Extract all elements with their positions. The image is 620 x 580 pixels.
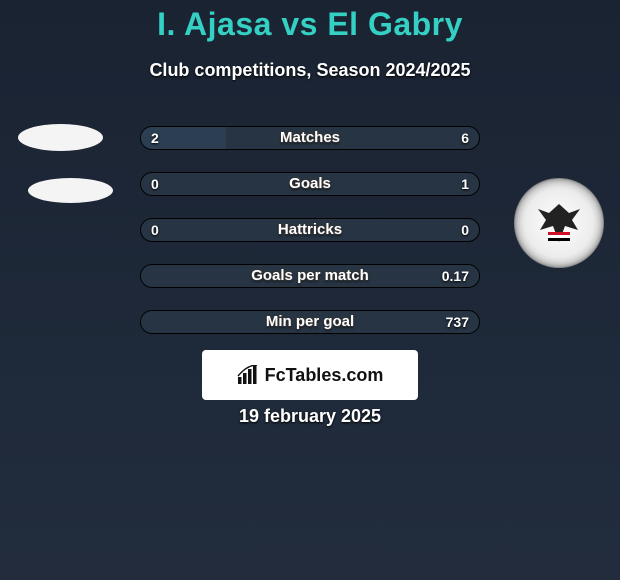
stat-value-player2: 0.17 <box>442 265 469 287</box>
stat-label: Hattricks <box>141 219 479 241</box>
stat-row-matches: Matches2 6 <box>140 126 480 150</box>
eagle-crest-icon <box>534 198 584 248</box>
date-stamp: 19 february 2025 <box>0 406 620 427</box>
stat-label: Matches <box>141 127 479 149</box>
page-title: I. Ajasa vs El Gabry <box>0 6 620 43</box>
stat-label: Goals <box>141 173 479 195</box>
stat-value-player2: 1 <box>461 173 469 195</box>
stat-value-player2: 0 <box>461 219 469 241</box>
stat-value-player1: 2 <box>151 127 159 149</box>
brand-text: FcTables.com <box>265 365 384 386</box>
stat-value-player1: 0 <box>151 219 159 241</box>
stat-value-player1: 0 <box>151 173 159 195</box>
bar-chart-icon <box>237 365 259 385</box>
stat-row-goals: Goals0 1 <box>140 172 480 196</box>
season-subtitle: Club competitions, Season 2024/2025 <box>0 60 620 81</box>
stat-row-min-per-goal: Min per goal737 <box>140 310 480 334</box>
player2-club-badge <box>514 178 604 268</box>
stat-label: Min per goal <box>141 311 479 333</box>
stat-row-goals-per-match: Goals per match0.17 <box>140 264 480 288</box>
player1-logo-placeholder-2 <box>28 178 113 203</box>
stat-label: Goals per match <box>141 265 479 287</box>
stat-value-player2: 6 <box>461 127 469 149</box>
stat-value-player2: 737 <box>446 311 469 333</box>
fctables-watermark: FcTables.com <box>202 350 418 400</box>
player1-logo-placeholder <box>18 124 103 151</box>
comparison-infographic: I. Ajasa vs El Gabry Club competitions, … <box>0 0 620 580</box>
stat-row-hattricks: Hattricks0 0 <box>140 218 480 242</box>
